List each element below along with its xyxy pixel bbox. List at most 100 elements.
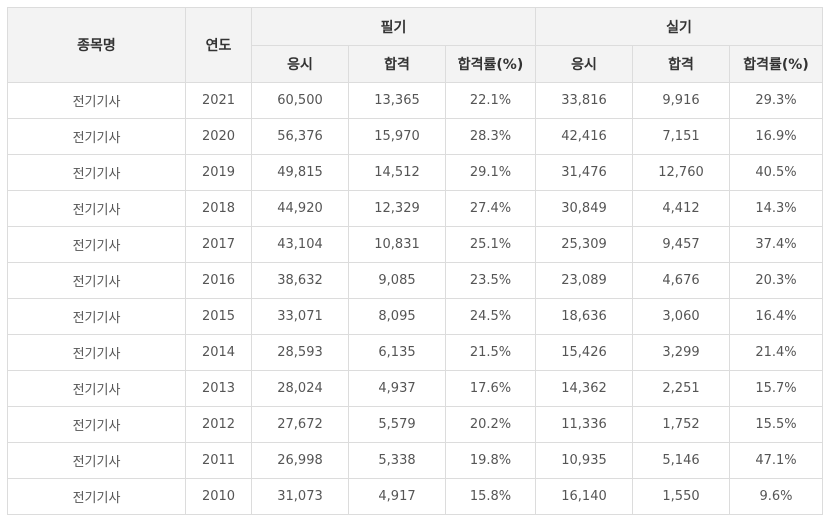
- table-row: 전기기사 2013 28,024 4,937 17.6% 14,362 2,251 15.7%: [7, 370, 823, 407]
- cell-practical-apply: 15,426: [535, 334, 633, 371]
- cell-written-rate: 24.5%: [445, 298, 536, 335]
- cell-written-pass: 10,831: [348, 226, 446, 263]
- cell-written-rate: 20.2%: [445, 406, 536, 443]
- cell-practical-rate: 14.3%: [729, 190, 823, 227]
- header-year: 연도: [185, 7, 252, 83]
- cell-name: 전기기사: [7, 154, 186, 191]
- cell-written-apply: 60,500: [251, 82, 349, 119]
- cell-practical-pass: 3,299: [632, 334, 730, 371]
- cell-written-rate: 17.6%: [445, 370, 536, 407]
- cell-practical-rate: 21.4%: [729, 334, 823, 371]
- cell-year: 2016: [185, 262, 252, 299]
- table-row: 전기기사 2014 28,593 6,135 21.5% 15,426 3,299 21.4%: [7, 334, 823, 371]
- cell-name: 전기기사: [7, 190, 186, 227]
- cell-practical-rate: 47.1%: [729, 442, 823, 479]
- cell-practical-apply: 11,336: [535, 406, 633, 443]
- table-row: 전기기사 2019 49,815 14,512 29.1% 31,476 12,760 40.…: [7, 154, 823, 191]
- exam-stats-table: 종목명 연도 필기 실기 응시 합격 합격률(%) 응시 합격 합격률(%) 전…: [7, 7, 823, 515]
- table-row: 전기기사 2017 43,104 10,831 25.1% 25,309 9,457 37.4…: [7, 226, 823, 263]
- cell-practical-rate: 40.5%: [729, 154, 823, 191]
- cell-written-apply: 43,104: [251, 226, 349, 263]
- cell-practical-pass: 1,550: [632, 478, 730, 515]
- cell-written-rate: 27.4%: [445, 190, 536, 227]
- cell-written-pass: 6,135: [348, 334, 446, 371]
- table-header: 종목명 연도 필기 실기 응시 합격 합격률(%) 응시 합격 합격률(%): [7, 7, 823, 83]
- cell-written-apply: 44,920: [251, 190, 349, 227]
- cell-written-pass: 12,329: [348, 190, 446, 227]
- cell-written-apply: 38,632: [251, 262, 349, 299]
- cell-practical-apply: 25,309: [535, 226, 633, 263]
- cell-written-rate: 25.1%: [445, 226, 536, 263]
- cell-practical-pass: 5,146: [632, 442, 730, 479]
- cell-practical-rate: 29.3%: [729, 82, 823, 119]
- cell-written-pass: 4,937: [348, 370, 446, 407]
- cell-practical-rate: 9.6%: [729, 478, 823, 515]
- cell-year: 2018: [185, 190, 252, 227]
- cell-written-pass: 5,338: [348, 442, 446, 479]
- header-written-rate: 합격률(%): [445, 45, 536, 83]
- cell-written-pass: 15,970: [348, 118, 446, 155]
- cell-practical-pass: 4,412: [632, 190, 730, 227]
- cell-year: 2010: [185, 478, 252, 515]
- cell-written-apply: 28,593: [251, 334, 349, 371]
- cell-practical-pass: 7,151: [632, 118, 730, 155]
- table-row: 전기기사 2011 26,998 5,338 19.8% 10,935 5,146 47.1%: [7, 442, 823, 479]
- cell-written-apply: 27,672: [251, 406, 349, 443]
- cell-written-pass: 9,085: [348, 262, 446, 299]
- cell-written-pass: 13,365: [348, 82, 446, 119]
- header-written: 필기: [251, 7, 536, 46]
- cell-practical-apply: 23,089: [535, 262, 633, 299]
- header-written-apply: 응시: [251, 45, 349, 83]
- cell-practical-pass: 9,916: [632, 82, 730, 119]
- cell-written-pass: 14,512: [348, 154, 446, 191]
- cell-written-rate: 29.1%: [445, 154, 536, 191]
- cell-practical-apply: 33,816: [535, 82, 633, 119]
- cell-year: 2019: [185, 154, 252, 191]
- cell-name: 전기기사: [7, 82, 186, 119]
- cell-written-apply: 26,998: [251, 442, 349, 479]
- cell-written-pass: 5,579: [348, 406, 446, 443]
- table-row: 전기기사 2018 44,920 12,329 27.4% 30,849 4,412 14.3…: [7, 190, 823, 227]
- cell-written-rate: 15.8%: [445, 478, 536, 515]
- cell-name: 전기기사: [7, 370, 186, 407]
- cell-practical-pass: 4,676: [632, 262, 730, 299]
- cell-name: 전기기사: [7, 262, 186, 299]
- header-practical-pass: 합격: [632, 45, 730, 83]
- cell-name: 전기기사: [7, 118, 186, 155]
- cell-written-rate: 21.5%: [445, 334, 536, 371]
- table-row: 전기기사 2012 27,672 5,579 20.2% 11,336 1,752 15.5%: [7, 406, 823, 443]
- table-row: 전기기사 2016 38,632 9,085 23.5% 23,089 4,676 20.3%: [7, 262, 823, 299]
- cell-written-rate: 22.1%: [445, 82, 536, 119]
- cell-written-apply: 33,071: [251, 298, 349, 335]
- table-row: 전기기사 2021 60,500 13,365 22.1% 33,816 9,916 29.3…: [7, 82, 823, 119]
- cell-year: 2021: [185, 82, 252, 119]
- cell-written-rate: 23.5%: [445, 262, 536, 299]
- cell-practical-apply: 42,416: [535, 118, 633, 155]
- header-practical-apply: 응시: [535, 45, 633, 83]
- cell-practical-apply: 18,636: [535, 298, 633, 335]
- cell-name: 전기기사: [7, 406, 186, 443]
- cell-written-rate: 28.3%: [445, 118, 536, 155]
- cell-practical-apply: 10,935: [535, 442, 633, 479]
- cell-practical-apply: 31,476: [535, 154, 633, 191]
- cell-year: 2017: [185, 226, 252, 263]
- header-row-sub: 응시 합격 합격률(%) 응시 합격 합격률(%): [8, 45, 823, 83]
- cell-year: 2020: [185, 118, 252, 155]
- cell-year: 2013: [185, 370, 252, 407]
- header-practical: 실기: [535, 7, 823, 46]
- cell-practical-rate: 20.3%: [729, 262, 823, 299]
- cell-practical-rate: 37.4%: [729, 226, 823, 263]
- cell-practical-rate: 16.9%: [729, 118, 823, 155]
- header-practical-rate: 합격률(%): [729, 45, 823, 83]
- cell-name: 전기기사: [7, 478, 186, 515]
- cell-written-rate: 19.8%: [445, 442, 536, 479]
- table-row: 전기기사 2010 31,073 4,917 15.8% 16,140 1,550 9.6%: [7, 478, 823, 515]
- cell-practical-rate: 16.4%: [729, 298, 823, 335]
- cell-written-apply: 56,376: [251, 118, 349, 155]
- cell-practical-pass: 12,760: [632, 154, 730, 191]
- cell-year: 2011: [185, 442, 252, 479]
- cell-year: 2015: [185, 298, 252, 335]
- cell-name: 전기기사: [7, 442, 186, 479]
- cell-written-pass: 4,917: [348, 478, 446, 515]
